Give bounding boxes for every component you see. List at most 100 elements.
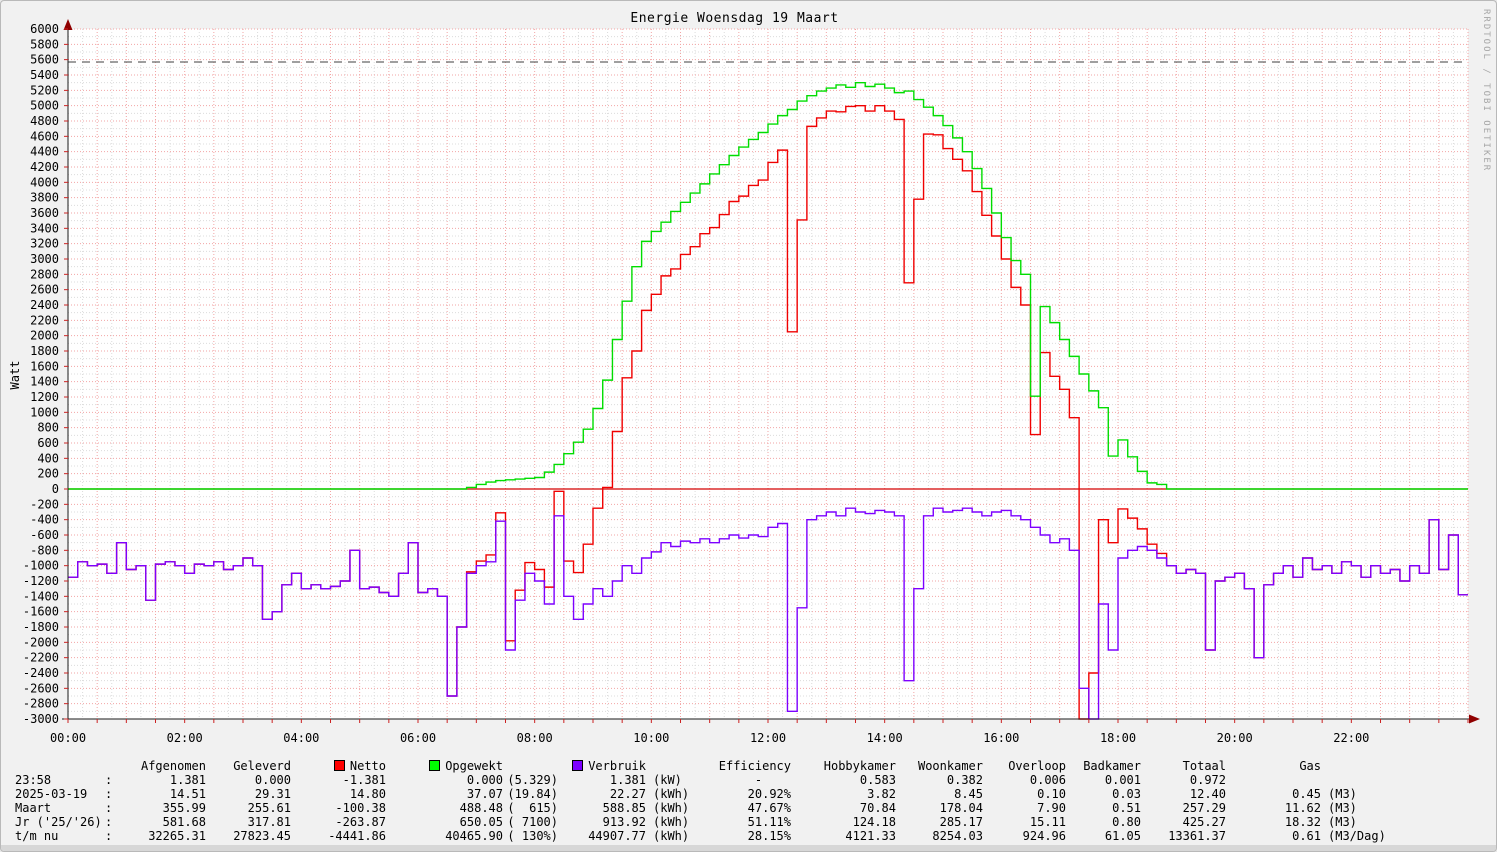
rrdtool-watermark: RRDTOOL / TOBI OETIKER [1481, 9, 1491, 173]
y-tick-label: 5200 [30, 83, 59, 97]
cell-gas_unit: (M3) [1328, 801, 1357, 815]
y-tick-label: 1200 [30, 390, 59, 404]
cell-opgewekt: 37.07 [466, 787, 503, 801]
y-tick-label: 4800 [30, 114, 59, 128]
cell-geleverd: 0.000 [254, 773, 291, 787]
cell-woonkamer: 8254.03 [932, 829, 983, 843]
cell-opgewekt: 40465.90 [445, 829, 503, 843]
cell-overloop: 924.96 [1022, 829, 1066, 843]
cell-netto: -263.87 [335, 815, 386, 829]
cell-verbruik_unit: (kWh) [653, 815, 690, 829]
cell-colon: : [105, 815, 113, 829]
y-tick-label: 4200 [30, 160, 59, 174]
y-tick-label: -1200 [23, 574, 59, 588]
y-tick-label: -1600 [23, 605, 59, 619]
cell-geleverd: 255.61 [247, 801, 291, 815]
opgewekt-legend-swatch [429, 760, 441, 771]
y-tick-label: 5400 [30, 68, 59, 82]
header-gas: Gas [1299, 759, 1321, 773]
y-tick-label: 400 [37, 451, 59, 465]
cell-geleverd: 29.31 [254, 787, 291, 801]
cell-verbruik: 1.381 [609, 773, 646, 787]
cell-colon: : [105, 773, 113, 787]
cell-hobbykamer: 0.583 [859, 773, 896, 787]
cell-efficiency: 51.11% [747, 815, 791, 829]
cell-colon: : [105, 829, 113, 843]
cell-efficiency: 20.92% [747, 787, 791, 801]
cell-verbruik: 913.92 [602, 815, 646, 829]
cell-label: Maart [15, 801, 52, 815]
x-tick-label: 06:00 [400, 731, 436, 745]
cell-colon: : [105, 787, 113, 801]
y-tick-label: -2000 [23, 635, 59, 649]
y-tick-label: -1000 [23, 559, 59, 573]
cell-opgewekt_extra: ( 130%) [507, 829, 558, 843]
y-tick-label: 800 [37, 421, 59, 435]
x-tick-label: 22:00 [1333, 731, 1369, 745]
header-overloop: Overloop [1008, 759, 1066, 773]
y-axis-arrow [63, 19, 73, 30]
cell-gas_unit: (M3/Dag) [1328, 829, 1386, 843]
table-row: 2025-03-19: 14.51 29.31 14.80 37.07 (19.84) 22… [1, 787, 1496, 801]
cell-badkamer: 0.51 [1112, 801, 1141, 815]
cell-verbruik_unit: (kWh) [653, 801, 690, 815]
y-tick-label: 3800 [30, 191, 59, 205]
cell-opgewekt: 650.05 [459, 815, 503, 829]
cell-label: 23:58 [15, 773, 52, 787]
header-woonkamer: Woonkamer [917, 759, 983, 773]
cell-totaal: 12.40 [1189, 787, 1226, 801]
cell-afgenomen: 14.51 [169, 787, 206, 801]
header-netto: Netto [333, 759, 386, 773]
cell-label: 2025-03-19 [15, 787, 88, 801]
y-tick-label: 2000 [30, 329, 59, 343]
x-tick-label: 02:00 [167, 731, 203, 745]
cell-netto: -100.38 [335, 801, 386, 815]
x-tick-label: 14:00 [867, 731, 903, 745]
cell-totaal: 0.972 [1189, 773, 1226, 787]
cell-gas_unit: (M3) [1328, 787, 1357, 801]
cell-afgenomen: 355.99 [162, 801, 206, 815]
y-tick-label: 2400 [30, 298, 59, 312]
cell-verbruik_unit: (kW) [653, 773, 682, 787]
verbruik-legend-swatch [572, 760, 584, 771]
series-opgewekt-line [68, 81, 1468, 490]
y-tick-label: 3200 [30, 237, 59, 251]
y-tick-label: -2400 [23, 666, 59, 680]
cell-opgewekt_extra: ( 7100) [507, 815, 558, 829]
series-verbruik-line [68, 507, 1468, 720]
cell-verbruik_unit: (kWh) [653, 787, 690, 801]
cell-gas_unit: (M3) [1328, 815, 1357, 829]
header-geleverd: Geleverd [233, 759, 291, 773]
y-tick-label: -2600 [23, 681, 59, 695]
chart-canvas: -3000-2800-2600-2400-2200-2000-1800-1600… [23, 19, 1480, 745]
cell-efficiency: 28.15% [747, 829, 791, 843]
y-tick-label: -2200 [23, 651, 59, 665]
header-afgenomen: Afgenomen [140, 759, 206, 773]
cell-gas: 18.32 [1284, 815, 1321, 829]
cell-hobbykamer: 4121.33 [845, 829, 896, 843]
y-tick-label: 600 [37, 436, 59, 450]
x-tick-label: 10:00 [633, 731, 669, 745]
cell-geleverd: 27823.45 [233, 829, 291, 843]
cell-woonkamer: 0.382 [946, 773, 983, 787]
cell-badkamer: 0.80 [1112, 815, 1141, 829]
cell-totaal: 13361.37 [1168, 829, 1226, 843]
y-tick-label: -2800 [23, 697, 59, 711]
cell-label: t/m nu [15, 829, 59, 843]
cell-woonkamer: 285.17 [939, 815, 983, 829]
y-tick-label: 200 [37, 467, 59, 481]
cell-badkamer: 0.03 [1112, 787, 1141, 801]
cell-opgewekt_extra: ( 615) [507, 801, 558, 815]
cell-badkamer: 61.05 [1104, 829, 1141, 843]
cell-geleverd: 317.81 [247, 815, 291, 829]
cell-hobbykamer: 3.82 [867, 787, 896, 801]
cell-overloop: 0.10 [1037, 787, 1066, 801]
cell-netto: -4441.86 [328, 829, 386, 843]
y-tick-label: 0 [52, 482, 59, 496]
cell-opgewekt: 488.48 [459, 801, 503, 815]
cell-verbruik_unit: (kWh) [653, 829, 690, 843]
cell-afgenomen: 1.381 [169, 773, 206, 787]
header-badkamer: Badkamer [1083, 759, 1141, 773]
cell-efficiency: 47.67% [747, 801, 791, 815]
cell-gas: 11.62 [1284, 801, 1321, 815]
